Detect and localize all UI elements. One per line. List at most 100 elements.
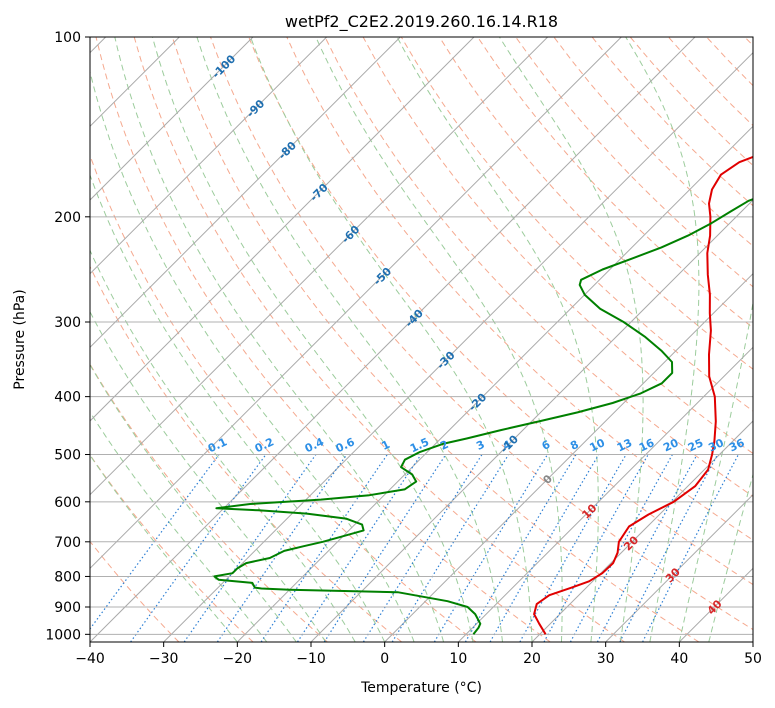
moist-adiabat xyxy=(151,37,474,642)
plot-frame xyxy=(89,36,754,643)
moist-adiabat xyxy=(625,37,700,642)
mixing-ratio-line xyxy=(183,454,317,642)
dry-adiabat xyxy=(90,265,403,642)
moist-adiabat xyxy=(678,299,753,642)
y-tick-label: 900 xyxy=(54,600,81,616)
moist-adiabat xyxy=(396,37,599,642)
dry-adiabat xyxy=(515,37,753,288)
dry-adiabat xyxy=(286,37,753,541)
moist-adiabat xyxy=(196,37,503,642)
mixing-ratio-label: 13 xyxy=(615,436,634,454)
dry-adiabat xyxy=(90,153,477,642)
background-lines xyxy=(90,37,753,642)
isotherm xyxy=(90,37,254,201)
x-tick-label: −10 xyxy=(296,651,326,667)
x-tick-label: 10 xyxy=(449,651,467,667)
chart-title: wetPf2_C2E2.2019.260.16.14.R18 xyxy=(285,12,558,32)
mixing-ratio-line xyxy=(596,454,698,642)
y-tick-label: 800 xyxy=(54,569,81,585)
isotherm xyxy=(457,346,753,642)
moist-adiabat xyxy=(250,37,533,642)
isotherm xyxy=(163,51,753,642)
pressure-grid xyxy=(90,37,753,635)
x-tick-label: 0 xyxy=(380,651,389,667)
mixing-ratio-label: 16 xyxy=(637,436,657,454)
mixing-ratio-line xyxy=(90,454,220,630)
isotherm xyxy=(90,37,475,422)
mixing-ratio-label: 20 xyxy=(661,436,681,454)
mixing-ratio-label: 36 xyxy=(727,436,747,454)
mixing-ratio-line xyxy=(130,454,267,642)
mixing-ratio-label: 10 xyxy=(588,436,608,454)
isotherm xyxy=(310,199,753,642)
isotherm xyxy=(90,37,696,642)
dry-adiabat xyxy=(133,37,625,642)
isotherm xyxy=(90,37,549,496)
y-tick-label: 200 xyxy=(54,210,81,226)
y-axis: 100 200 300 400 500 600 700 800 900 1000 xyxy=(45,30,90,643)
dry-adiabat xyxy=(90,363,328,642)
moist-adiabat xyxy=(90,411,268,642)
mixing-ratio-label: 25 xyxy=(686,436,705,454)
x-tick-label: 50 xyxy=(744,651,762,667)
mixing-ratio-line xyxy=(433,454,549,642)
dewpoint-line xyxy=(213,198,753,635)
y-tick-label: 300 xyxy=(54,315,81,331)
dry-adiabat xyxy=(438,37,753,370)
isotherm xyxy=(236,125,753,642)
isotherm xyxy=(531,420,753,642)
dry-adiabat xyxy=(95,37,551,642)
y-axis-title: Pressure (hPa) xyxy=(12,289,28,389)
dry-adiabat xyxy=(210,37,753,631)
isotherm xyxy=(605,493,753,642)
x-tick-label: 30 xyxy=(597,651,615,667)
mixing-ratio-line xyxy=(260,454,388,642)
mixing-ratio-line xyxy=(323,454,447,642)
plot-background xyxy=(90,37,753,642)
y-tick-label: 100 xyxy=(54,30,81,46)
mixing-ratio-line xyxy=(519,454,627,642)
dry-adiabat xyxy=(362,37,753,455)
series-layer xyxy=(213,155,753,635)
x-axis-title: Temperature (°C) xyxy=(360,680,482,696)
dry-adiabat xyxy=(90,453,254,642)
y-tick-label: 400 xyxy=(54,390,81,406)
dry-adiabat xyxy=(248,37,753,586)
y-tick-label: 1000 xyxy=(45,627,81,643)
x-axis: −40 −30 −20 −10 0 10 20 30 40 50 xyxy=(75,642,762,667)
moist-adiabat xyxy=(90,454,238,642)
moist-adiabat xyxy=(90,249,356,642)
temperature-line xyxy=(533,155,753,635)
moist-adiabat xyxy=(90,69,415,642)
moist-adiabat xyxy=(708,472,753,642)
dry-adiabat xyxy=(171,37,700,642)
mixing-ratio-line xyxy=(464,454,577,642)
isotherm xyxy=(384,272,753,642)
isotherm xyxy=(90,37,401,349)
mixing-ratio-line xyxy=(489,454,600,642)
y-tick-label: 700 xyxy=(54,535,81,551)
dry-adiabat xyxy=(400,37,753,412)
mixing-ratio-line xyxy=(216,454,348,642)
isotherm xyxy=(752,641,753,642)
x-tick-label: −40 xyxy=(75,651,105,667)
isotherm xyxy=(90,37,328,275)
y-tick-label: 500 xyxy=(54,448,81,464)
mixing-ratio-line xyxy=(296,454,422,642)
moist-adiabat xyxy=(90,310,327,642)
mixing-ratio-line xyxy=(569,454,673,642)
isotherm xyxy=(90,37,622,570)
moist-adiabat xyxy=(315,37,563,642)
moist-adiabat xyxy=(114,37,445,642)
x-tick-label: −20 xyxy=(223,651,253,667)
dry-adiabat xyxy=(324,37,753,498)
x-tick-label: 20 xyxy=(523,651,541,667)
x-tick-label: −30 xyxy=(149,651,179,667)
y-tick-label: 600 xyxy=(54,495,81,511)
dry-adiabat xyxy=(477,37,753,329)
moist-adiabat xyxy=(90,363,297,642)
mixing-ratio-label: 30 xyxy=(706,436,726,454)
x-tick-label: 40 xyxy=(670,651,688,667)
moist-adiabat xyxy=(498,37,644,642)
